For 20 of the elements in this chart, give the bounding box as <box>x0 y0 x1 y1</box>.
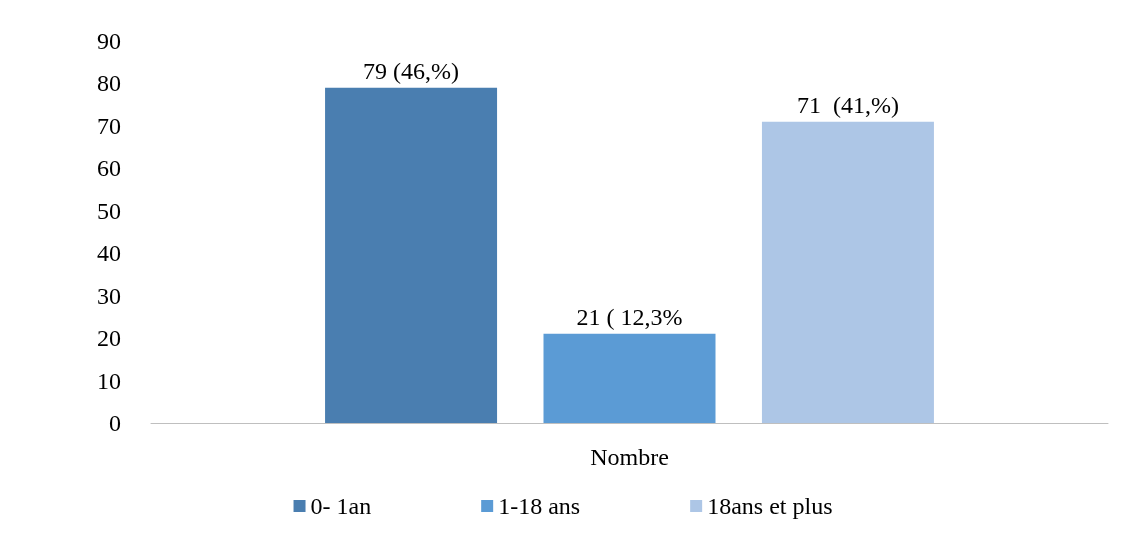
legend-label: 1-18 ans <box>498 493 581 519</box>
bar <box>543 333 716 423</box>
y-tick-label: 70 <box>97 112 121 139</box>
y-tick-label: 40 <box>97 240 121 267</box>
data-label: 79 (46,%) <box>363 57 460 84</box>
y-tick-label: 30 <box>97 282 121 309</box>
y-tick-label: 60 <box>97 155 121 182</box>
bar <box>325 87 498 423</box>
y-tick-label: 20 <box>97 325 121 352</box>
y-tick-label: 0 <box>109 410 121 436</box>
x-tick-label: Nombre <box>590 444 669 470</box>
y-tick-label: 10 <box>97 367 121 394</box>
y-tick-label: 90 <box>97 28 121 54</box>
y-tick-label: 50 <box>97 197 121 224</box>
legend-label: 0- 1an <box>310 493 372 519</box>
data-label: 71 (41,%) <box>796 91 899 118</box>
data-label: 21 ( 12,3% <box>576 303 683 330</box>
y-tick-label: 80 <box>97 70 121 97</box>
legend-label: 18ans et plus <box>707 493 833 519</box>
bar <box>761 121 934 423</box>
